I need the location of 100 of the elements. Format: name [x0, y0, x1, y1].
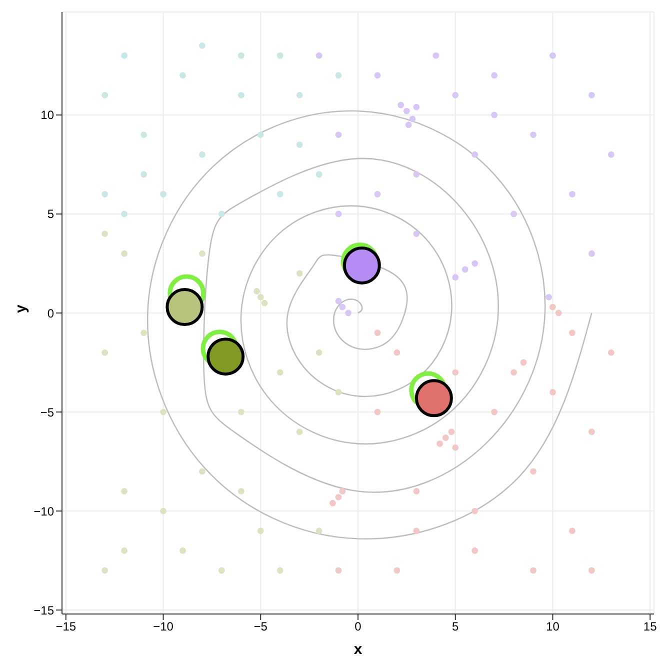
- point: [238, 92, 244, 98]
- point: [432, 52, 440, 59]
- point: [121, 547, 128, 554]
- point: [238, 408, 244, 416]
- point: [261, 300, 268, 306]
- point: [316, 171, 322, 178]
- point: [452, 274, 459, 281]
- point: [546, 294, 552, 300]
- point: [409, 116, 416, 122]
- x-tick-label: 5: [452, 620, 460, 634]
- point: [121, 250, 128, 257]
- point: [452, 444, 459, 451]
- point: [442, 434, 449, 441]
- x-tick-label: 0: [354, 620, 362, 634]
- point: [296, 92, 303, 98]
- point: [276, 369, 284, 376]
- point: [403, 108, 410, 114]
- point: [335, 210, 342, 218]
- point: [121, 52, 128, 59]
- point: [102, 567, 108, 574]
- point: [413, 104, 420, 110]
- y-tick-label: −5: [40, 405, 54, 420]
- point: [316, 52, 322, 59]
- point: [276, 567, 284, 574]
- x-axis-title: x: [354, 641, 363, 658]
- y-tick-label: 10: [40, 108, 54, 122]
- point: [218, 567, 225, 574]
- point: [102, 190, 108, 198]
- point: [140, 171, 147, 178]
- point: [588, 250, 595, 257]
- point: [374, 72, 381, 79]
- point: [199, 250, 206, 257]
- point: [394, 567, 400, 574]
- point: [276, 190, 284, 198]
- point: [491, 72, 498, 79]
- point: [316, 349, 322, 356]
- point: [180, 547, 186, 554]
- point: [296, 428, 303, 436]
- point: [588, 428, 595, 436]
- point: [296, 141, 303, 148]
- point: [140, 132, 147, 138]
- point: [448, 428, 455, 436]
- point: [257, 294, 264, 300]
- point: [588, 567, 595, 574]
- point: [413, 488, 420, 494]
- point: [199, 42, 206, 49]
- x-tick-label: 10: [546, 620, 560, 634]
- point: [491, 112, 498, 118]
- point: [569, 528, 576, 534]
- y-tick-label: −10: [34, 504, 54, 518]
- y-axis-title: y: [12, 304, 30, 313]
- x-tick-label: −10: [153, 620, 174, 634]
- point: [339, 304, 346, 310]
- point: [472, 260, 478, 267]
- point: [276, 52, 284, 59]
- point: [160, 408, 166, 416]
- point: [254, 288, 260, 294]
- point: [121, 488, 128, 494]
- point: [296, 270, 303, 277]
- point: [102, 92, 108, 98]
- point: [374, 190, 381, 198]
- point: [180, 72, 186, 79]
- point: [238, 52, 244, 59]
- point: [160, 508, 166, 514]
- point: [121, 210, 128, 218]
- point: [550, 389, 556, 396]
- point: [160, 190, 166, 198]
- point: [550, 52, 556, 59]
- point: [335, 132, 342, 138]
- point: [374, 408, 381, 416]
- point: [472, 151, 478, 158]
- point: [530, 132, 536, 138]
- point: [394, 349, 400, 356]
- x-tick-label: −5: [254, 620, 268, 634]
- point: [335, 298, 342, 304]
- line-series: [147, 110, 592, 540]
- y-tick-label: −15: [34, 603, 54, 618]
- point: [510, 369, 517, 376]
- point: [335, 389, 342, 396]
- point: [608, 349, 614, 356]
- point: [398, 102, 404, 108]
- point: [102, 230, 108, 237]
- point: [257, 132, 264, 138]
- point: [510, 210, 517, 218]
- point: [569, 190, 576, 198]
- point: [472, 547, 478, 554]
- point: [339, 488, 346, 494]
- point: [608, 151, 614, 158]
- point: [452, 369, 459, 376]
- point: [588, 92, 595, 98]
- point: [550, 304, 556, 310]
- point: [569, 330, 576, 336]
- point: [335, 494, 342, 500]
- point: [436, 440, 443, 447]
- point: [555, 310, 562, 316]
- point: [405, 122, 412, 128]
- point: [335, 72, 342, 79]
- point: [102, 349, 108, 356]
- point: [199, 468, 206, 475]
- point: [472, 508, 478, 514]
